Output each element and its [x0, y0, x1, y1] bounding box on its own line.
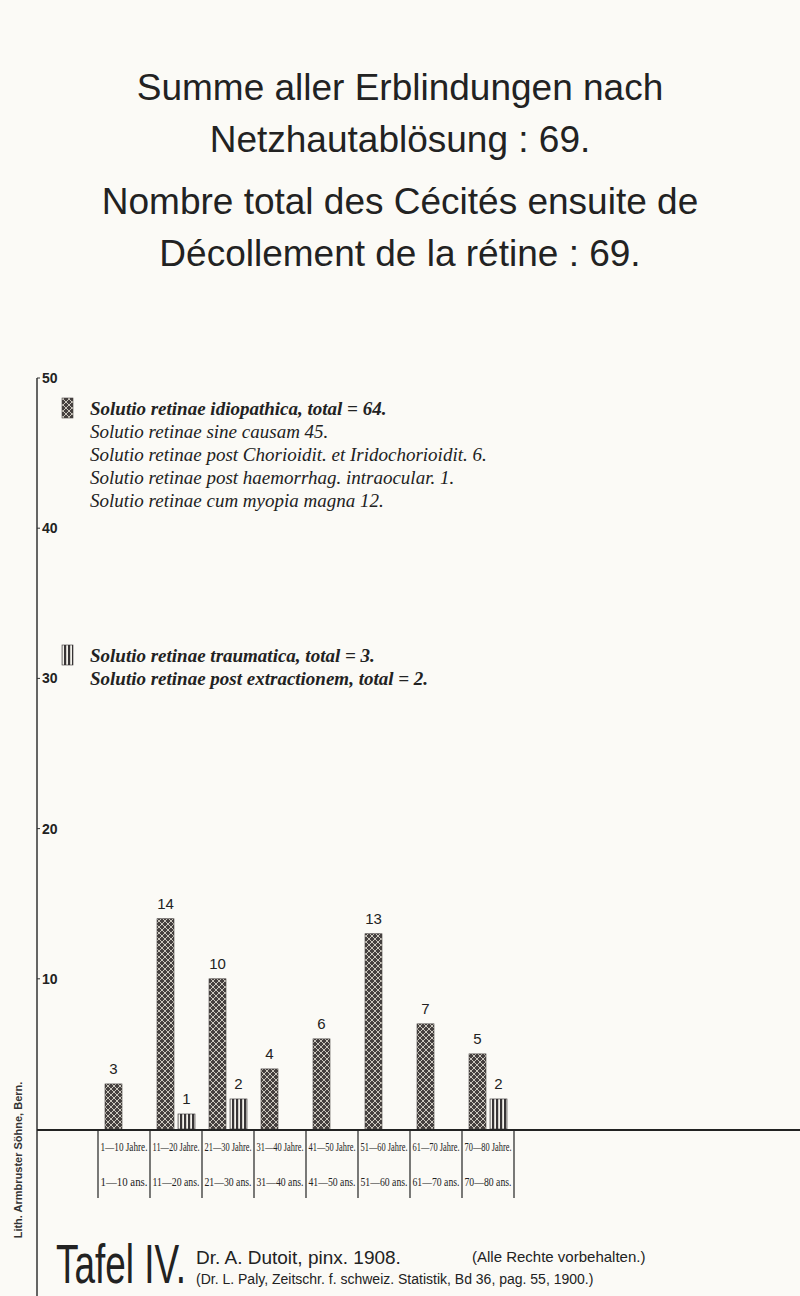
plate-label: Tafel IV.	[56, 1232, 186, 1295]
legend-detail: Solutio retinae cum myopia magna 12.	[90, 490, 384, 511]
bar	[178, 1114, 195, 1129]
x-tick-label-fr: 1—10 ans.	[101, 1174, 148, 1189]
legend-label: Solutio retinae idiopathica, total = 64.	[90, 398, 386, 419]
y-tick	[37, 378, 40, 379]
subtitle: Décollement de la rétine : 69.	[159, 233, 640, 274]
bar	[230, 1099, 247, 1129]
legend-detail: Solutio retinae post haemorrhag. intraoc…	[90, 467, 454, 488]
table-border	[513, 1131, 514, 1198]
rights-note: (Alle Rechte vorbehalten.)	[472, 1248, 645, 1265]
x-tick-label: 70—80 Jahre.	[465, 1139, 512, 1154]
x-tick-label-fr: 61—70 ans.	[413, 1174, 460, 1189]
y-tick	[37, 978, 40, 979]
y-tick-label: 30	[42, 670, 58, 686]
x-tick-label-fr: 51—60 ans.	[361, 1174, 408, 1189]
subtitle: Nombre total des Cécités ensuite de	[102, 181, 698, 222]
x-tick-label: 51—60 Jahre.	[361, 1139, 408, 1154]
x-tick-label: 11—20 Jahre.	[153, 1139, 200, 1154]
data-label: 4	[265, 1045, 273, 1062]
bars	[105, 919, 507, 1129]
table-border	[409, 1131, 410, 1198]
data-labels: 3 14 10 4 6 13 7 5 1 2 2	[109, 895, 502, 1107]
legend-swatch	[62, 645, 73, 665]
bar	[209, 979, 226, 1129]
bar	[261, 1069, 278, 1129]
table-border	[253, 1131, 254, 1198]
table-border	[305, 1131, 306, 1198]
chart: Summe aller Erblindungen nach Netzhautabl…	[0, 0, 800, 1296]
data-label: 1	[182, 1090, 190, 1107]
title: Summe aller Erblindungen nach	[137, 67, 664, 108]
data-label: 14	[157, 895, 174, 912]
table-border	[357, 1131, 358, 1198]
legend-detail: Solutio retinae post Chorioidit. et Irid…	[90, 444, 487, 465]
y-tick-label: 10	[42, 971, 58, 987]
data-label: 5	[473, 1030, 481, 1047]
x-tick-label-fr: 21—30 ans.	[205, 1174, 252, 1189]
x-tick-label: 41—50 Jahre.	[309, 1139, 356, 1154]
table-border	[149, 1131, 150, 1198]
x-tick-label-fr: 70—80 ans.	[465, 1174, 512, 1189]
y-tick	[37, 828, 40, 829]
printer-credit: Lith. Armbruster Söhne, Bern.	[12, 1082, 24, 1239]
x-tick-label-fr: 41—50 ans.	[309, 1174, 356, 1189]
bar	[313, 1039, 330, 1129]
bar	[105, 1084, 122, 1129]
y-tick-label: 40	[42, 520, 58, 536]
y-tick	[37, 678, 40, 679]
frame-line	[36, 1129, 38, 1296]
bar	[365, 934, 382, 1129]
citation: (Dr. L. Paly, Zeitschr. f. schweiz. Stat…	[196, 1271, 593, 1287]
table-border	[201, 1131, 202, 1198]
legend-detail: Solutio retinae sine causam 45.	[90, 421, 328, 442]
data-label: 6	[317, 1015, 325, 1032]
data-label: 13	[365, 910, 382, 927]
title: Netzhautablösung : 69.	[210, 119, 591, 160]
y-tick-label: 20	[42, 821, 58, 837]
x-tick-label: 31—40 Jahre.	[257, 1139, 304, 1154]
x-tick-label-fr: 11—20 ans.	[153, 1174, 200, 1189]
legend-label: Solutio retinae traumatica, total = 3.	[90, 645, 375, 666]
x-tick-label: 1—10 Jahre.	[101, 1139, 148, 1154]
bar	[157, 919, 174, 1129]
artist-credit: Dr. A. Dutoit, pinx. 1908.	[196, 1247, 401, 1268]
legend-swatch	[62, 398, 73, 418]
data-label: 7	[421, 1000, 429, 1017]
x-tick-label: 21—30 Jahre.	[205, 1139, 252, 1154]
table-border	[461, 1131, 462, 1198]
data-label: 2	[234, 1075, 242, 1092]
y-axis	[36, 378, 38, 1129]
bar	[490, 1099, 507, 1129]
data-label: 3	[109, 1060, 117, 1077]
data-label: 2	[494, 1075, 502, 1092]
bar	[469, 1054, 486, 1129]
legend-detail: Solutio retinae post extractionem, total…	[90, 668, 428, 689]
table-border	[97, 1131, 98, 1198]
y-tick-label: 50	[42, 370, 58, 386]
x-tick-label: 61—70 Jahre.	[413, 1139, 460, 1154]
y-tick	[37, 528, 40, 529]
x-axis	[37, 1129, 800, 1131]
bar	[417, 1024, 434, 1129]
x-tick-label-fr: 31—40 ans.	[257, 1174, 304, 1189]
data-label: 10	[209, 955, 226, 972]
